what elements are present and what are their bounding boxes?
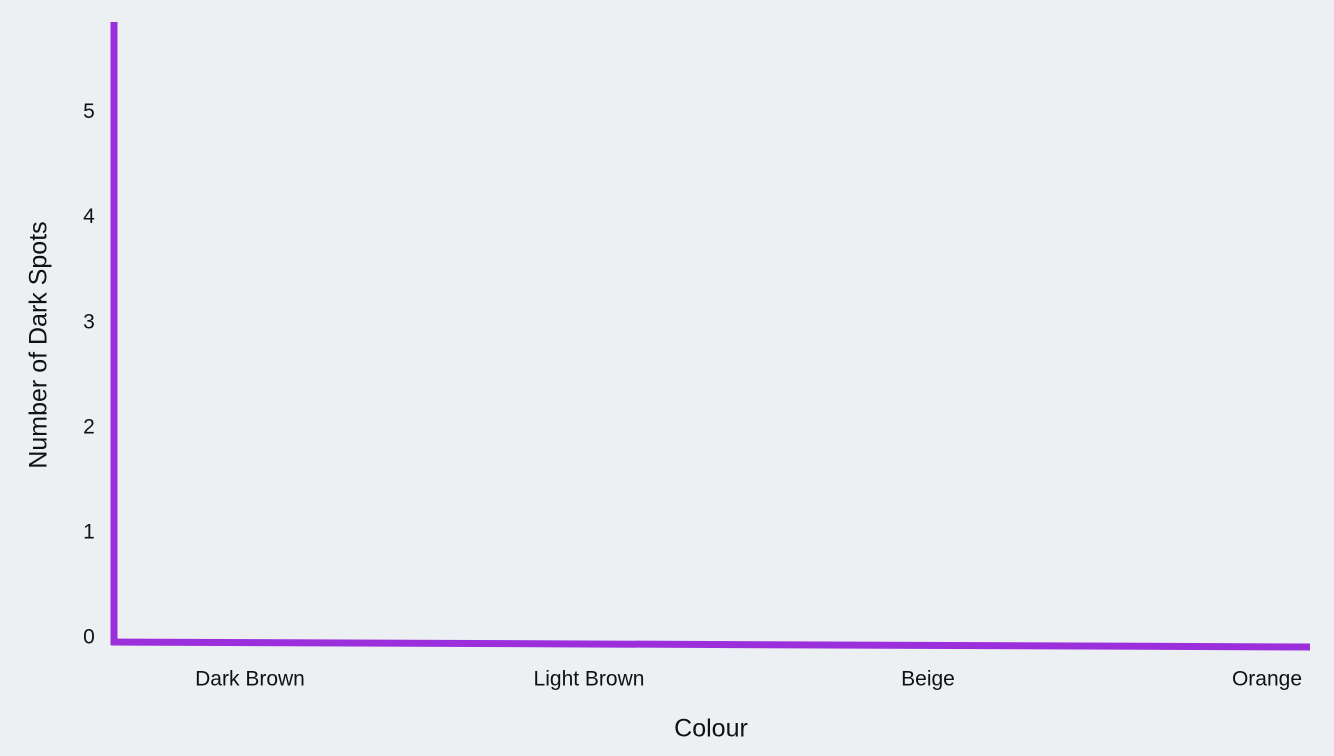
x-tick-label: Beige: [901, 668, 955, 691]
x-tick-label: Light Brown: [534, 668, 645, 691]
y-tick-label: 1: [83, 520, 95, 543]
y-tick-label: 4: [83, 205, 95, 228]
y-axis-title: Number of Dark Spots: [25, 221, 53, 468]
x-tick-label: Dark Brown: [195, 668, 305, 691]
y-tick-label: 2: [83, 415, 95, 438]
y-tick-label: 0: [83, 626, 95, 649]
x-tick-label: Orange: [1232, 668, 1302, 691]
x-axis: [110, 638, 1311, 651]
y-tick-label: 3: [83, 310, 95, 333]
x-axis-title: Colour: [674, 715, 748, 743]
y-tick-label: 5: [83, 100, 95, 123]
